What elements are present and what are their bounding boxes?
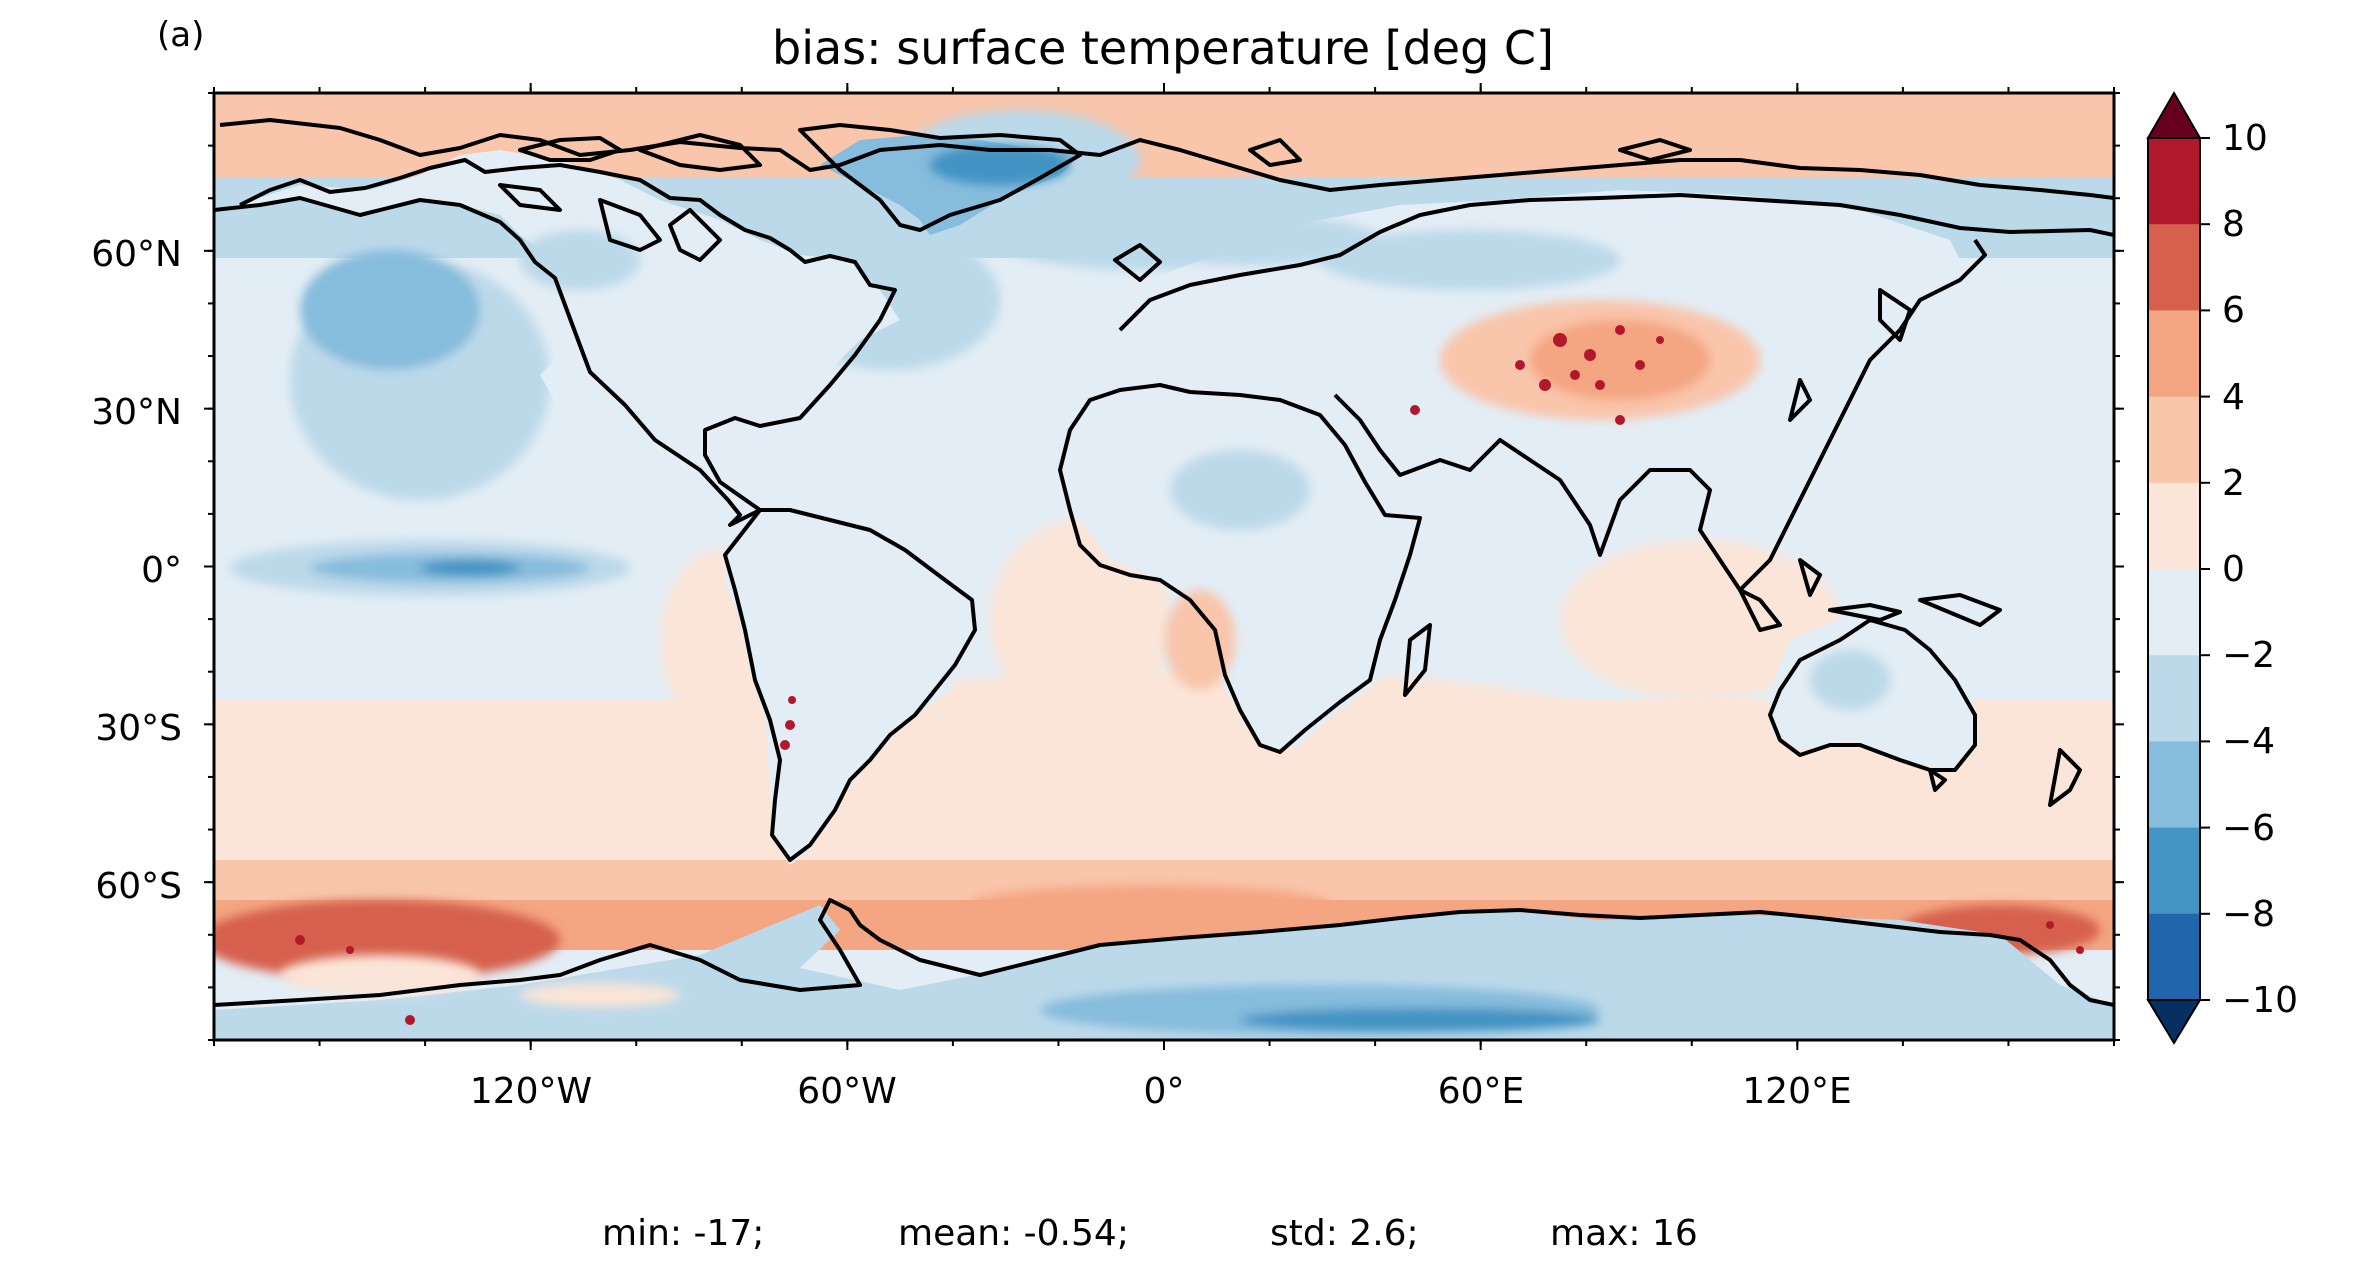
colorbar-segment [2148, 655, 2200, 742]
colorbar-ticks [2200, 137, 2210, 1001]
anomaly-patches [214, 110, 2100, 980]
colorbar-segments [2148, 138, 2200, 1001]
lat-tick-labels: 60°N 30°N 0° 30°S 60°S [91, 234, 182, 907]
colorbar-label: 6 [2222, 290, 2245, 331]
colorbar-label: −10 [2222, 980, 2298, 1021]
lon-tick-label: 0° [1144, 1071, 1185, 1112]
colorbar-label: 2 [2222, 463, 2245, 504]
lon-tick-label: 60°W [797, 1071, 896, 1112]
lon-tick-label: 120°W [470, 1071, 592, 1112]
colorbar-label: −6 [2222, 808, 2275, 849]
colorbar-segment [2148, 310, 2200, 398]
coastlines [214, 118, 2114, 1007]
map-panel [212, 91, 2116, 1042]
colorbar-label: 4 [2222, 377, 2245, 418]
colorbar-label: 10 [2222, 118, 2268, 159]
panel-label: (a) [157, 15, 204, 55]
colorbar-label: 0 [2222, 549, 2245, 590]
colorbar-segment [2148, 913, 2200, 1001]
colorbar-label: −2 [2222, 635, 2275, 676]
lon-tick-labels: 120°W 60°W 0° 60°E 120°E [470, 1071, 1852, 1112]
colorbar-label: −4 [2222, 721, 2275, 762]
lat-tick-label: 60°S [95, 866, 182, 907]
colorbar-segment [2148, 741, 2200, 829]
lon-tick-label: 120°E [1742, 1071, 1851, 1112]
stat-max: max: 16 [1550, 1213, 1698, 1254]
lat-tick-label: 60°N [91, 234, 182, 275]
colorbar-segment [2148, 569, 2200, 656]
colorbar-segment [2148, 396, 2200, 484]
lon-tick-label: 60°E [1438, 1071, 1525, 1112]
stat-min: min: -17; [602, 1213, 764, 1254]
axis-ticks [204, 83, 2124, 1050]
hotspots [295, 325, 2084, 1025]
stat-mean: mean: -0.54; [898, 1213, 1129, 1254]
lat-tick-label: 30°N [91, 392, 182, 433]
colorbar-segment [2148, 224, 2200, 311]
colorbar: 10 8 6 4 2 0 −2 −4 −6 −8 −10 [2146, 91, 2298, 1045]
colorbar-over-triangle [2146, 91, 2202, 139]
colorbar-label: 8 [2222, 204, 2245, 245]
lat-tick-label: 0° [141, 550, 182, 591]
stat-std: std: 2.6; [1270, 1213, 1419, 1254]
bias-field [214, 93, 2114, 1040]
colorbar-label: −8 [2222, 894, 2275, 935]
stats-footer: min: -17; mean: -0.54; std: 2.6; max: 16 [602, 1213, 1698, 1254]
colorbar-under-triangle [2146, 999, 2202, 1045]
colorbar-segment [2148, 827, 2200, 915]
colorbar-segment [2148, 138, 2200, 225]
colorbar-labels: 10 8 6 4 2 0 −2 −4 −6 −8 −10 [2222, 118, 2298, 1021]
map-title: bias: surface temperature [deg C] [772, 21, 1554, 75]
continent-fills [220, 135, 1980, 865]
lat-tick-label: 30°S [95, 708, 182, 749]
antarctica-anomalies [280, 955, 1600, 1035]
colorbar-segment [2148, 482, 2200, 570]
antarctica-fill [214, 905, 2114, 1040]
